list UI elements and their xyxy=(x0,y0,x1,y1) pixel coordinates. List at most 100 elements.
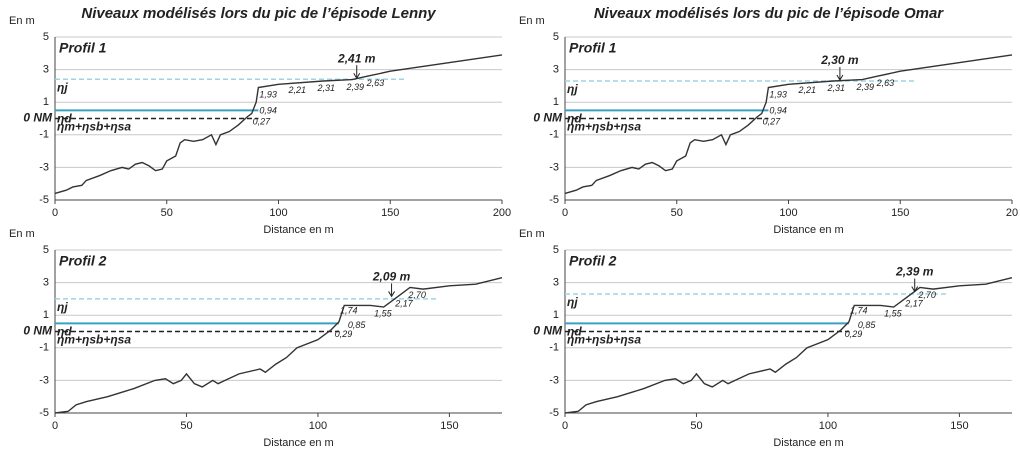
x-tick-label: 150 xyxy=(440,420,458,432)
level-label: ηm+ηsb+ηsa xyxy=(567,333,641,347)
y-tick-label: 3 xyxy=(43,277,49,289)
point-label: 2,21 xyxy=(287,85,306,95)
x-tick-label: 0 xyxy=(52,207,58,219)
x-tick-label: 50 xyxy=(180,420,192,432)
profile-line xyxy=(564,277,1013,414)
x-tick-label: 100 xyxy=(269,207,287,219)
x-axis-label: Distance en m xyxy=(773,224,843,236)
y-tick-label: 3 xyxy=(553,64,559,76)
peak-arrow-head xyxy=(836,74,844,81)
point-label: 2,31 xyxy=(826,83,845,93)
x-axis-label: Distance en m xyxy=(263,437,333,449)
x-axis-label: Distance en m xyxy=(773,437,843,449)
chart-title: Niveaux modélisés lors du pic de l’épiso… xyxy=(81,5,436,22)
profile-line xyxy=(54,277,503,414)
y-tick-label: 3 xyxy=(43,64,49,76)
y-tick-label: -3 xyxy=(39,161,49,173)
x-tick-label: 50 xyxy=(671,207,683,219)
point-label: 2,70 xyxy=(917,290,936,300)
y-tick-label: 5 xyxy=(43,244,49,256)
y-tick-label: 1 xyxy=(553,96,559,108)
y-tick-label: -3 xyxy=(39,374,49,386)
point-label: 0,85 xyxy=(348,320,367,330)
y-axis-label: En m xyxy=(9,228,35,240)
y-tick-label: -1 xyxy=(39,342,49,354)
point-label: 0,29 xyxy=(335,329,353,339)
point-label: 2,70 xyxy=(407,290,426,300)
x-tick-label: 0 xyxy=(52,420,58,432)
peak-label: 2,41 m xyxy=(337,51,376,65)
point-label: 0,27 xyxy=(763,116,782,126)
y-tick-label: 5 xyxy=(553,244,559,256)
panel-label: Profil 1 xyxy=(59,40,107,56)
peak-arrow-head xyxy=(911,286,919,293)
point-label: 0,85 xyxy=(858,320,877,330)
y-axis-label: En m xyxy=(519,15,545,27)
x-tick-label: 100 xyxy=(819,420,837,432)
panel-label: Profil 2 xyxy=(569,253,617,269)
zero-label: 0 NM xyxy=(533,111,563,125)
x-tick-label: 150 xyxy=(950,420,968,432)
y-tick-label: 1 xyxy=(553,309,559,321)
y-tick-label: 5 xyxy=(553,31,559,43)
level-label: ηm+ηsb+ηsa xyxy=(567,120,641,134)
level-label: ηj xyxy=(567,295,578,309)
profile-line xyxy=(564,54,1013,195)
point-label: 0,94 xyxy=(259,106,277,116)
level-label: ηj xyxy=(567,82,578,96)
point-label: 2,39 xyxy=(856,82,875,92)
point-label: 0,27 xyxy=(253,116,272,126)
x-tick-label: 150 xyxy=(891,207,909,219)
point-label: 2,63 xyxy=(876,78,895,88)
y-tick-label: -3 xyxy=(549,161,559,173)
y-tick-label: -1 xyxy=(549,129,559,141)
zero-label: 0 NM xyxy=(23,111,53,125)
level-label: ηm+ηsb+ηsa xyxy=(57,333,131,347)
y-tick-label: -1 xyxy=(549,342,559,354)
level-label: ηj xyxy=(57,80,68,94)
point-label: 2,21 xyxy=(797,85,816,95)
y-axis-label: En m xyxy=(519,228,545,240)
point-label: 2,17 xyxy=(904,299,924,309)
level-label: ηj xyxy=(57,300,68,314)
y-tick-label: -5 xyxy=(549,407,559,419)
zero-label: 0 NM xyxy=(533,324,563,338)
x-tick-label: 0 xyxy=(562,420,568,432)
peak-arrow-head xyxy=(388,291,395,298)
y-tick-label: 1 xyxy=(43,309,49,321)
peak-label: 2,39 m xyxy=(895,265,934,279)
point-label: 1,55 xyxy=(374,309,393,319)
point-label: 2,31 xyxy=(316,83,335,93)
x-tick-label: 50 xyxy=(690,420,702,432)
point-label: 1,74 xyxy=(850,306,868,316)
zero-label: 0 NM xyxy=(23,324,53,338)
panel-label: Profil 1 xyxy=(569,40,617,56)
y-tick-label: -1 xyxy=(39,129,49,141)
x-tick-label: 200 xyxy=(493,207,511,219)
profile-line xyxy=(54,54,503,195)
point-label: 2,17 xyxy=(394,299,414,309)
x-tick-label: 100 xyxy=(309,420,327,432)
y-tick-label: 1 xyxy=(43,96,49,108)
y-tick-label: 3 xyxy=(553,277,559,289)
y-tick-label: 5 xyxy=(43,31,49,43)
y-axis-label: En m xyxy=(9,15,35,27)
point-label: 0,94 xyxy=(769,106,787,116)
point-label: 0,29 xyxy=(845,329,863,339)
x-tick-label: 100 xyxy=(779,207,797,219)
panel-label: Profil 2 xyxy=(59,253,107,269)
point-label: 1,93 xyxy=(259,89,277,99)
x-tick-label: 150 xyxy=(381,207,399,219)
y-tick-label: -5 xyxy=(549,194,559,206)
x-tick-label: 50 xyxy=(161,207,173,219)
peak-label: 2,09 m xyxy=(372,270,411,284)
x-tick-label: 20 xyxy=(1006,207,1018,219)
point-label: 2,39 xyxy=(346,82,365,92)
point-label: 1,93 xyxy=(769,89,787,99)
point-label: 1,74 xyxy=(340,306,358,316)
point-label: 1,55 xyxy=(884,309,903,319)
x-tick-label: 0 xyxy=(562,207,568,219)
chart-title: Niveaux modélisés lors du pic de l’épiso… xyxy=(594,5,944,22)
peak-arrow-head xyxy=(353,72,361,80)
